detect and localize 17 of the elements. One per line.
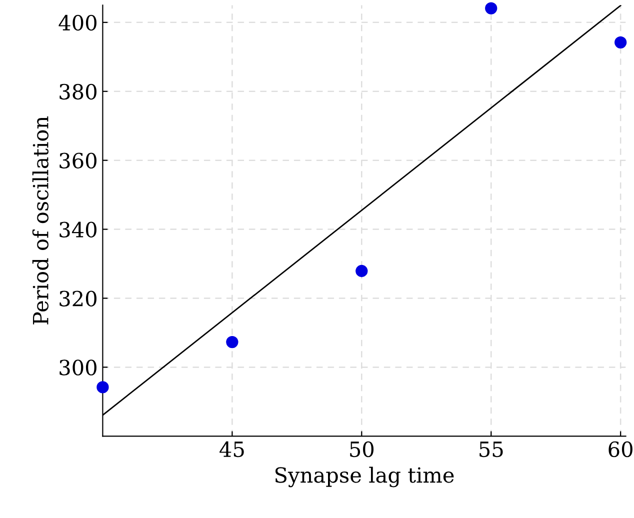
point xyxy=(485,2,498,14)
y-tick-label: 320 xyxy=(60,290,96,306)
x-tick-label: 45 xyxy=(220,441,244,458)
point xyxy=(356,264,368,278)
x-tick-label: 60 xyxy=(608,441,632,458)
y-tick-label: 360 xyxy=(60,152,96,169)
x-tick-label: 55 xyxy=(480,442,503,458)
point xyxy=(226,336,238,348)
y-tick-label: 340 xyxy=(60,222,96,238)
y-axis-title: Period of oscillation xyxy=(32,116,48,324)
y-tick-label: 400 xyxy=(58,14,96,31)
x-axis-title: Synapse lag time xyxy=(275,466,454,488)
point xyxy=(614,36,627,48)
y-tick-label: 300 xyxy=(60,360,96,376)
point xyxy=(96,381,109,394)
y-tick-label: 380 xyxy=(60,84,96,100)
x-tick-label: 50 xyxy=(350,441,374,458)
